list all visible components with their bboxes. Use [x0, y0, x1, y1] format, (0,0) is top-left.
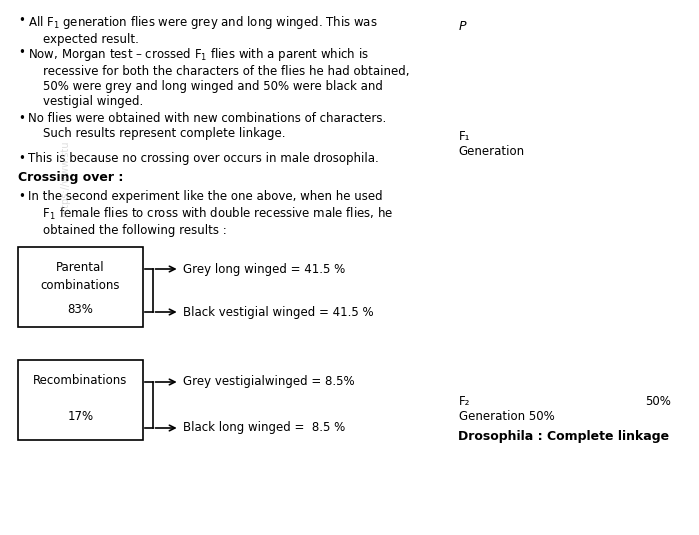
- Text: •: •: [18, 112, 25, 125]
- Text: 50%: 50%: [645, 395, 671, 408]
- Text: •: •: [18, 14, 25, 27]
- Text: P: P: [459, 20, 466, 33]
- Text: F₁
Generation: F₁ Generation: [459, 130, 525, 158]
- Text: Grey long winged = 41.5 %: Grey long winged = 41.5 %: [182, 263, 345, 276]
- Text: 17%: 17%: [67, 410, 94, 423]
- FancyBboxPatch shape: [18, 247, 143, 327]
- Text: •: •: [18, 190, 25, 203]
- Text: No flies were obtained with new combinations of characters.
    Such results rep: No flies were obtained with new combinat…: [28, 112, 386, 140]
- Text: •: •: [18, 152, 25, 165]
- Text: •: •: [18, 46, 25, 59]
- Text: Black vestigial winged = 41.5 %: Black vestigial winged = 41.5 %: [182, 305, 373, 318]
- Text: Black long winged =  8.5 %: Black long winged = 8.5 %: [182, 422, 345, 434]
- Text: Crossing over :: Crossing over :: [18, 171, 123, 184]
- FancyBboxPatch shape: [18, 360, 143, 440]
- Text: F₂
Generation 50%: F₂ Generation 50%: [459, 395, 554, 423]
- Text: Now, Morgan test – crossed F$_1$ flies with a parent which is
    recessive for : Now, Morgan test – crossed F$_1$ flies w…: [28, 46, 410, 108]
- Text: https://www.stu: https://www.stu: [60, 140, 70, 217]
- Text: All F$_1$ generation flies were grey and long winged. This was
    expected resu: All F$_1$ generation flies were grey and…: [28, 14, 377, 46]
- Text: Recombinations: Recombinations: [33, 374, 127, 387]
- Text: Grey vestigialwinged = 8.5%: Grey vestigialwinged = 8.5%: [182, 376, 354, 388]
- Text: combinations: combinations: [41, 279, 120, 292]
- Text: 83%: 83%: [67, 303, 93, 316]
- Text: Drosophila : Complete linkage: Drosophila : Complete linkage: [458, 430, 669, 443]
- Text: In the second experiment like the one above, when he used
    F$_1$ female flies: In the second experiment like the one ab…: [28, 190, 393, 236]
- Text: Parental: Parental: [56, 261, 105, 274]
- Text: This is because no crossing over occurs in male drosophila.: This is because no crossing over occurs …: [28, 152, 379, 165]
